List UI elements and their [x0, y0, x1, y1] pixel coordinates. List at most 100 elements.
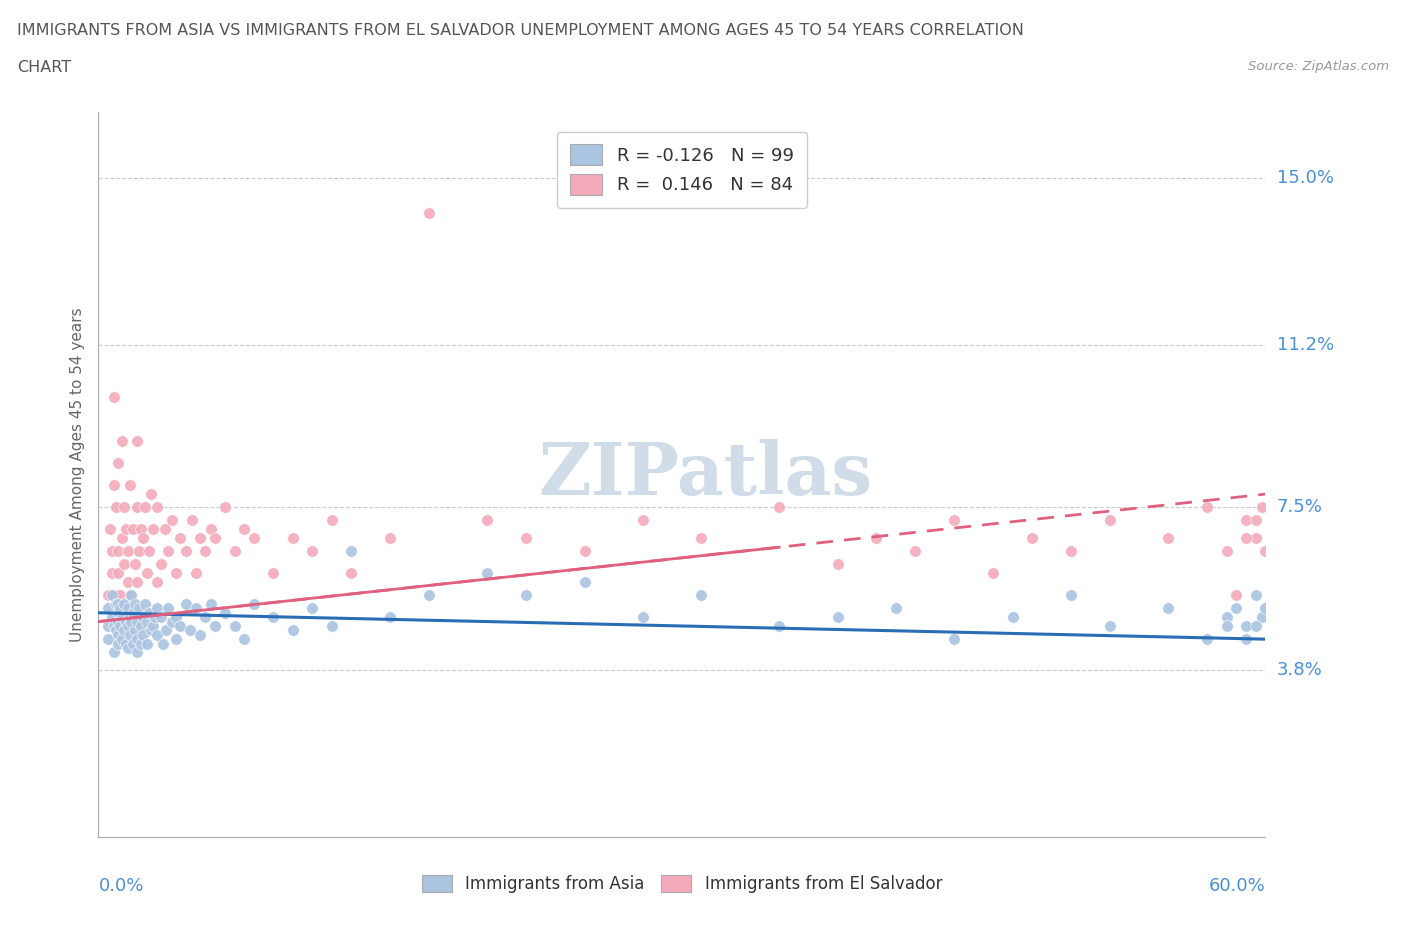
Point [301, 544, 323, 559]
Point [129, 522, 152, 537]
Point [107, 605, 129, 620]
Point [194, 610, 217, 625]
Point [108, 601, 131, 616]
Point [162, 614, 184, 629]
Point [139, 623, 162, 638]
Point [117, 575, 139, 590]
Text: ZIPatlas: ZIPatlas [538, 439, 872, 510]
Point [262, 610, 284, 625]
Point [149, 610, 172, 625]
Point [884, 601, 907, 616]
Point [112, 623, 135, 638]
Point [233, 631, 256, 646]
Point [127, 644, 149, 659]
Point [214, 499, 236, 514]
Point [515, 588, 537, 603]
Point [1215, 610, 1237, 625]
Text: IMMIGRANTS FROM ASIA VS IMMIGRANTS FROM EL SALVADOR UNEMPLOYMENT AMONG AGES 45 T: IMMIGRANTS FROM ASIA VS IMMIGRANTS FROM … [17, 23, 1024, 38]
Point [943, 631, 966, 646]
Point [1195, 631, 1218, 646]
Point [1244, 513, 1267, 528]
Point [101, 588, 124, 603]
Point [340, 544, 363, 559]
Point [103, 644, 125, 659]
Y-axis label: Unemployment Among Ages 45 to 54 years: Unemployment Among Ages 45 to 54 years [69, 307, 84, 642]
Point [477, 565, 499, 580]
Point [184, 565, 207, 580]
Point [162, 513, 184, 528]
Point [169, 618, 191, 633]
Point [138, 605, 160, 620]
Point [827, 557, 849, 572]
Point [204, 531, 226, 546]
Point [132, 531, 155, 546]
Point [121, 588, 143, 603]
Point [97, 618, 120, 633]
Point [127, 499, 149, 514]
Point [865, 531, 887, 546]
Point [321, 513, 343, 528]
Point [132, 610, 155, 625]
Point [418, 588, 440, 603]
Legend: Immigrants from Asia, Immigrants from El Salvador: Immigrants from Asia, Immigrants from El… [413, 867, 950, 901]
Point [98, 522, 121, 537]
Point [111, 531, 134, 546]
Point [179, 623, 201, 638]
Point [262, 565, 284, 580]
Point [104, 499, 127, 514]
Point [97, 631, 120, 646]
Point [142, 618, 165, 633]
Point [129, 618, 152, 633]
Point [153, 522, 176, 537]
Point [107, 614, 129, 629]
Point [477, 513, 499, 528]
Point [1250, 610, 1272, 625]
Point [107, 636, 129, 651]
Point [1234, 531, 1257, 546]
Point [1157, 601, 1180, 616]
Point [180, 513, 202, 528]
Point [224, 618, 246, 633]
Point [1234, 513, 1257, 528]
Point [108, 588, 131, 603]
Point [574, 544, 596, 559]
Point [97, 601, 120, 616]
Point [827, 610, 849, 625]
Point [214, 605, 236, 620]
Point [101, 565, 124, 580]
Point [138, 544, 160, 559]
Point [117, 641, 139, 656]
Point [200, 522, 222, 537]
Point [1157, 531, 1180, 546]
Point [1195, 499, 1218, 514]
Point [1098, 618, 1121, 633]
Point [281, 623, 304, 638]
Point [143, 610, 166, 625]
Point [1244, 531, 1267, 546]
Point [321, 618, 343, 633]
Point [111, 610, 134, 625]
Point [128, 544, 150, 559]
Point [124, 623, 146, 638]
Point [124, 557, 146, 572]
Point [152, 636, 174, 651]
Point [118, 478, 141, 493]
Point [165, 610, 187, 625]
Point [146, 601, 169, 616]
Point [107, 628, 129, 643]
Point [104, 588, 127, 603]
Point [1060, 588, 1083, 603]
Point [121, 614, 143, 629]
Point [340, 565, 363, 580]
Point [128, 601, 150, 616]
Point [690, 531, 713, 546]
Point [117, 544, 139, 559]
Point [146, 499, 169, 514]
Point [111, 631, 134, 646]
Point [124, 596, 146, 611]
Point [515, 531, 537, 546]
Point [1215, 544, 1237, 559]
Point [122, 605, 145, 620]
Text: 60.0%: 60.0% [1209, 877, 1265, 895]
Point [204, 618, 226, 633]
